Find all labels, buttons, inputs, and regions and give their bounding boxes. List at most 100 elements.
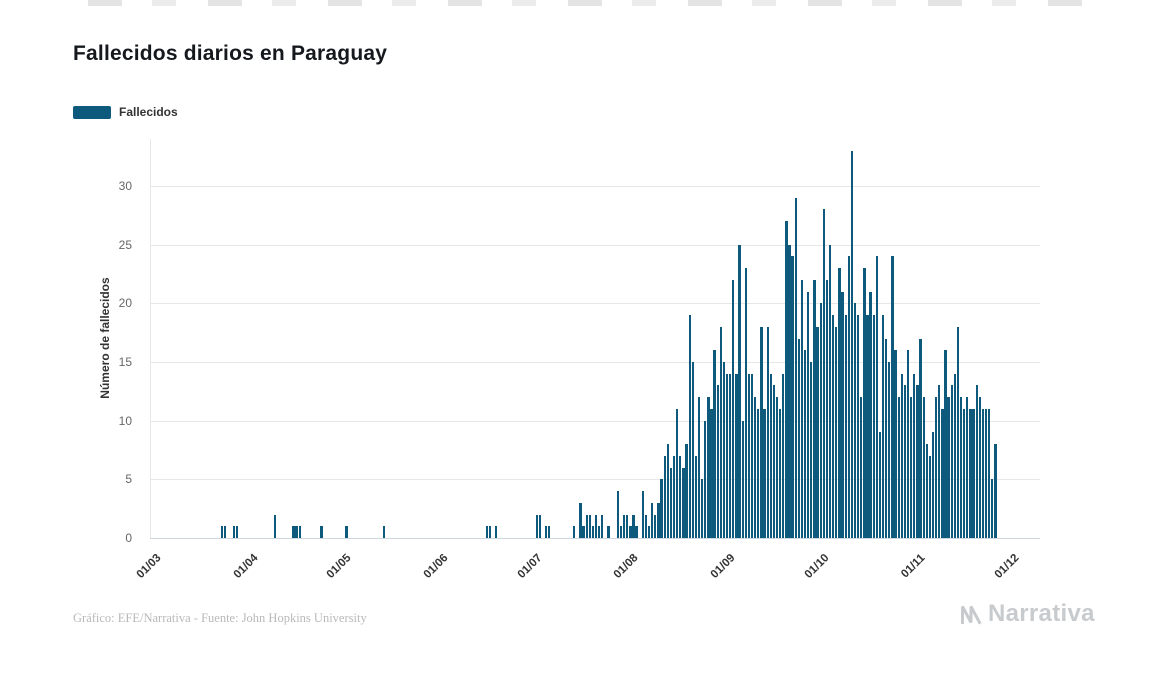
bar[interactable] [236,526,239,538]
bar[interactable] [894,350,897,538]
bar[interactable] [950,385,953,538]
bar[interactable] [273,514,276,538]
bar[interactable] [722,362,726,538]
bar[interactable] [888,362,891,538]
bar[interactable] [716,385,719,538]
bar[interactable] [885,338,888,538]
bar[interactable] [682,467,685,538]
bar[interactable] [906,350,910,538]
bar[interactable] [910,397,913,538]
bar[interactable] [919,338,922,538]
bar[interactable] [984,408,988,538]
bar[interactable] [969,408,972,538]
bar[interactable] [685,444,688,538]
bar[interactable] [782,373,785,538]
bar[interactable] [766,326,769,538]
bar[interactable] [750,373,754,538]
bar[interactable] [775,397,779,538]
bar[interactable] [779,408,782,538]
bar[interactable] [345,526,348,538]
bar[interactable] [292,526,295,538]
bar[interactable] [635,526,638,538]
bar[interactable] [676,408,679,538]
bar[interactable] [975,385,978,538]
bar[interactable] [725,373,729,538]
bar[interactable] [772,385,776,538]
bar[interactable] [828,244,832,538]
bar[interactable] [697,397,701,538]
bar[interactable] [594,514,598,538]
bar[interactable] [866,315,869,538]
bar[interactable] [853,303,857,538]
bar[interactable] [925,444,928,538]
bar[interactable] [747,373,751,538]
bar[interactable] [816,326,819,538]
bar[interactable] [616,491,620,538]
bar[interactable] [619,526,623,538]
bar[interactable] [535,514,538,538]
bar[interactable] [233,526,236,538]
bar[interactable] [744,268,747,538]
bar[interactable] [585,514,588,538]
bar[interactable] [938,385,941,538]
bar[interactable] [579,502,582,538]
bar[interactable] [991,479,994,538]
bar[interactable] [629,526,632,538]
bar[interactable] [320,526,323,538]
bar[interactable] [913,373,916,538]
bar[interactable] [623,514,626,538]
bar[interactable] [863,268,866,538]
bar[interactable] [573,526,576,538]
bar[interactable] [825,279,829,538]
bar[interactable] [956,326,960,538]
bar[interactable] [641,491,645,538]
bar[interactable] [941,408,944,538]
bar[interactable] [947,397,950,538]
bar[interactable] [666,444,669,538]
bar[interactable] [797,338,801,538]
bar[interactable] [881,315,885,538]
bar[interactable] [548,526,551,538]
bar[interactable] [847,256,850,538]
bar[interactable] [860,397,863,538]
bar[interactable] [382,526,386,538]
bar[interactable] [953,373,957,538]
bar[interactable] [672,455,676,538]
bar[interactable] [657,502,660,538]
bar[interactable] [819,303,822,538]
bar[interactable] [754,397,757,538]
bar[interactable] [878,432,882,538]
bar[interactable] [794,197,797,538]
bar[interactable] [810,362,813,538]
bar[interactable] [835,326,838,538]
bar[interactable] [757,408,760,538]
bar[interactable] [601,514,604,538]
bar[interactable] [691,362,694,538]
bar[interactable] [732,279,735,538]
bar[interactable] [669,467,673,538]
bar[interactable] [647,526,651,538]
bar[interactable] [719,326,723,538]
bar[interactable] [928,455,932,538]
bar[interactable] [850,150,854,538]
bar[interactable] [545,526,548,538]
bar[interactable] [663,455,666,538]
bar[interactable] [891,256,894,538]
bar[interactable] [769,373,772,538]
bar[interactable] [763,408,766,538]
bar[interactable] [944,350,947,538]
bar[interactable] [626,514,629,538]
bar[interactable] [538,514,542,538]
bar[interactable] [838,268,841,538]
bar[interactable] [994,444,997,538]
bar[interactable] [760,326,763,538]
bar[interactable] [598,526,601,538]
bar[interactable] [931,432,935,538]
bar[interactable] [710,408,713,538]
bar[interactable] [688,315,691,538]
bar[interactable] [988,408,991,538]
bar[interactable] [966,397,969,538]
bar[interactable] [220,526,223,538]
bar[interactable] [841,291,844,538]
bar[interactable] [872,315,875,538]
